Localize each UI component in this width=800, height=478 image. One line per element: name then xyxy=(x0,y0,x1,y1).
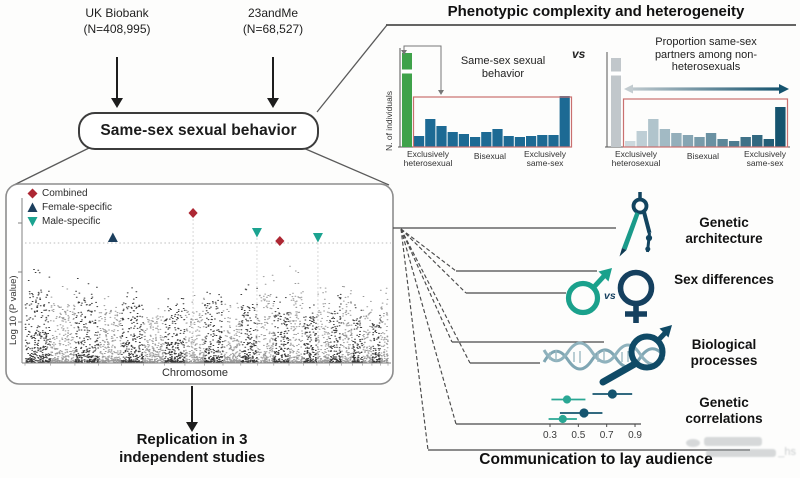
phenotype-vs-label: vs xyxy=(572,47,586,61)
svg-text:0.9: 0.9 xyxy=(628,430,642,441)
replication-arrow-icon xyxy=(186,386,198,432)
same-sex-behavior-chart xyxy=(398,45,573,148)
sex-vs-label: vs xyxy=(604,290,616,302)
diamond-icon xyxy=(27,188,38,198)
box-connector-lines xyxy=(13,24,390,186)
right-cat-bisexual: Bisexual xyxy=(686,151,720,161)
male-symbol-icon xyxy=(565,268,612,316)
left-chart-ylabel: N. of individuals xyxy=(384,90,394,151)
same-sex-behavior-box: Same-sex sexual behavior xyxy=(78,112,319,150)
phenotype-panel-title: Phenotypic complexity and heterogeneity xyxy=(447,3,745,20)
genetic-correlations-forest-plot: 0.3 0.5 0.7 0.9 xyxy=(543,389,642,441)
watermark: _hs xyxy=(686,437,798,465)
manhattan-plot xyxy=(18,198,391,366)
proportion-partners-chart xyxy=(605,52,790,148)
left-cat-bisexual: Bisexual xyxy=(473,151,507,161)
uk-biobank-arrow-icon xyxy=(111,57,123,108)
manhattan-ylabel: Log 10 (P value) xyxy=(8,275,19,345)
svg-text:0.5: 0.5 xyxy=(571,430,585,441)
triangle-down-icon xyxy=(27,216,38,226)
topic-genetic-architecture: Genetic architecture xyxy=(685,215,763,246)
topic-genetic-correlations: Genetic correlations xyxy=(685,395,763,426)
topic-fan-horizontals xyxy=(393,227,750,451)
replication-label: Replication in 3 independent studies xyxy=(119,431,265,467)
topic-sex-differences: Sex differences xyxy=(674,272,774,287)
communication-label: Communication to lay audience xyxy=(479,451,713,468)
legend-female-specific: Female-specific xyxy=(27,201,112,213)
triangle-up-icon xyxy=(27,202,38,212)
legend-combined: Combined xyxy=(27,187,112,199)
topic-biological-processes: Biological processes xyxy=(690,337,758,368)
right-cat-heterosexual: Exclusively heterosexual xyxy=(611,149,661,169)
manhattan-legend: Combined Female-specific Male-specific xyxy=(27,187,112,227)
uk-biobank-label: UK Biobank (N=408,995) xyxy=(83,6,151,36)
23andme-arrow-icon xyxy=(267,57,279,108)
left-cat-heterosexual: Exclusively heterosexual xyxy=(403,149,453,169)
23andme-label: 23andMe (N=68,527) xyxy=(242,6,304,36)
svg-text:0.7: 0.7 xyxy=(600,430,614,441)
svg-text:0.3: 0.3 xyxy=(543,430,557,441)
right-chart-title: Proportion same-sex partners among non-h… xyxy=(654,36,758,74)
manhattan-xlabel: Chromosome xyxy=(161,367,229,379)
compass-icon xyxy=(619,192,653,257)
right-cat-same-sex: Exclusively same-sex xyxy=(743,149,787,169)
topic-fan-diagonals xyxy=(400,228,471,451)
left-cat-same-sex: Exclusively same-sex xyxy=(523,149,567,169)
dna-magnifier-icon xyxy=(542,325,672,386)
legend-male-specific: Male-specific xyxy=(27,215,112,227)
left-chart-title: Same-sex sexual behavior xyxy=(460,55,546,80)
female-symbol-icon xyxy=(617,269,655,323)
